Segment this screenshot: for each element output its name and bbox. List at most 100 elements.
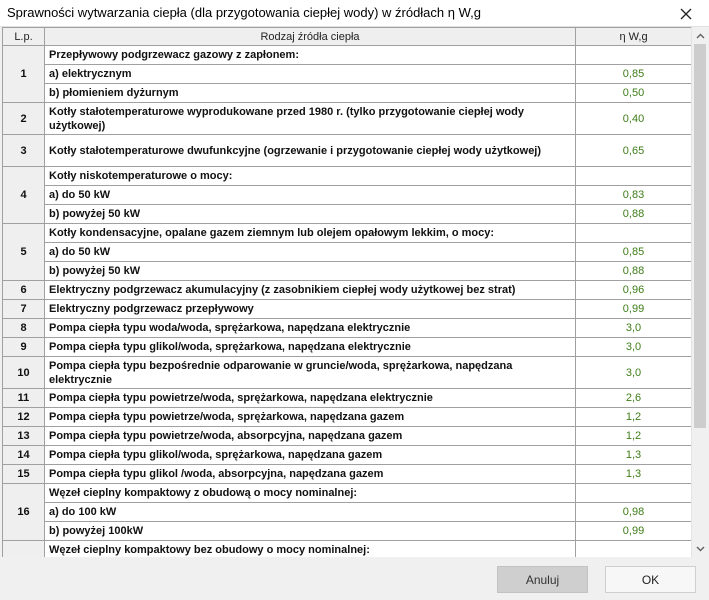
chevron-up-icon	[696, 33, 704, 38]
table-row[interactable]: b) powyżej 50 kW 0,88	[3, 261, 691, 281]
table-row[interactable]: Węzeł cieplny kompaktowy bez obudowy o m…	[2, 540, 691, 557]
table-row[interactable]: 13 Pompa ciepła typu powietrze/woda, abso…	[2, 426, 691, 446]
efficiency-value-cell[interactable]: 0,99	[575, 299, 691, 319]
cancel-button[interactable]: Anuluj	[497, 566, 588, 593]
close-icon	[680, 8, 692, 19]
heat-source-cell: Pompa ciepła typu powietrze/woda, absorp…	[44, 426, 576, 446]
table-row[interactable]: 10 Pompa ciepła typu bezpośrednie odparow…	[2, 356, 691, 389]
efficiency-value-cell[interactable]	[575, 540, 691, 557]
heat-source-cell: Pompa ciepła typu powietrze/woda, spręża…	[44, 388, 576, 408]
column-header-lp[interactable]: L.p.	[2, 27, 45, 46]
table-row[interactable]: 5 Kotły kondensacyjne, opalane gazem ziem…	[2, 223, 691, 281]
heat-source-cell: Kotły stałotemperaturowe wyprodukowane p…	[44, 102, 576, 135]
data-grid[interactable]: L.p. Rodzaj źródła ciepła η W,g 1 Przepły…	[2, 27, 691, 557]
efficiency-value-cell[interactable]: 0,85	[575, 64, 691, 84]
column-header-source[interactable]: Rodzaj źródła ciepła	[44, 27, 576, 46]
heat-source-cell: Elektryczny podgrzewacz przepływowy	[44, 299, 576, 319]
heat-source-cell: Kotły stałotemperaturowe dwufunkcyjne (o…	[44, 134, 576, 167]
efficiency-value-cell[interactable]: 0,85	[575, 242, 691, 262]
row-number-cell: 14	[2, 445, 45, 465]
table-row[interactable]: 4 Kotły niskotemperaturowe o mocy:	[2, 166, 691, 224]
efficiency-value-cell[interactable]: 0,98	[575, 502, 691, 522]
heat-source-cell: Pompa ciepła typu woda/woda, sprężarkowa…	[44, 318, 576, 338]
scrollbar-thumb[interactable]	[694, 44, 706, 428]
table-row[interactable]: 15 Pompa ciepła typu glikol /woda, absorp…	[2, 464, 691, 484]
table-row[interactable]: 14 Pompa ciepła typu glikol/woda, sprężar…	[2, 445, 691, 465]
sub-option-cell: b) powyżej 50 kW	[44, 261, 576, 281]
table-row[interactable]: b) płomieniem dyżurnym 0,50	[3, 83, 691, 103]
row-number-cell: 8	[2, 318, 45, 338]
row-number-cell: 1	[2, 45, 45, 103]
vertical-scrollbar[interactable]	[691, 27, 708, 557]
scroll-up-button[interactable]	[692, 27, 708, 44]
table-row[interactable]: 6 Elektryczny podgrzewacz akumulacyjny (z…	[2, 280, 691, 300]
row-number-cell	[2, 540, 45, 557]
heat-source-cell: Pompa ciepła typu powietrze/woda, spręża…	[44, 407, 576, 427]
efficiency-value-cell[interactable]: 0,65	[575, 134, 691, 167]
efficiency-value-cell[interactable]: 3,0	[575, 356, 691, 389]
table-row[interactable]: 16 Węzeł cieplny kompaktowy z obudową o m…	[2, 483, 691, 541]
row-number-cell: 16	[2, 483, 45, 541]
efficiency-table: L.p. Rodzaj źródła ciepła η W,g 1 Przepły…	[2, 27, 691, 557]
title-bar: Sprawności wytwarzania ciepła (dla przyg…	[0, 0, 709, 27]
efficiency-value-cell[interactable]: 0,83	[575, 185, 691, 205]
efficiency-value-cell[interactable]: 1,2	[575, 407, 691, 427]
efficiency-value-cell[interactable]: 0,40	[575, 102, 691, 135]
scroll-down-button[interactable]	[692, 540, 708, 557]
efficiency-value-cell[interactable]: 1,2	[575, 426, 691, 446]
sub-option-cell: a) elektrycznym	[44, 64, 576, 84]
row-number-cell: 5	[2, 223, 45, 281]
table-row[interactable]: 7 Elektryczny podgrzewacz przepływowy 0,99	[2, 299, 691, 319]
efficiency-value-cell[interactable]: 0,50	[575, 83, 691, 103]
heat-source-cell: Pompa ciepła typu bezpośrednie odparowan…	[44, 356, 576, 389]
heat-source-cell: Pompa ciepła typu glikol/woda, sprężarko…	[44, 337, 576, 357]
row-number-cell: 15	[2, 464, 45, 484]
table-row[interactable]: b) powyżej 50 kW 0,88	[3, 204, 691, 224]
sub-option-cell: b) płomieniem dyżurnym	[44, 83, 576, 103]
chevron-down-icon	[696, 546, 704, 551]
efficiency-value-cell[interactable]	[575, 223, 691, 243]
table-row[interactable]: 11 Pompa ciepła typu powietrze/woda, sprę…	[2, 388, 691, 408]
column-header-eta[interactable]: η W,g	[575, 27, 691, 46]
efficiency-value-cell[interactable]: 3,0	[575, 337, 691, 357]
efficiency-value-cell[interactable]: 1,3	[575, 445, 691, 465]
heat-source-cell: Kotły niskotemperaturowe o mocy:	[44, 166, 576, 186]
table-row[interactable]: 3 Kotły stałotemperaturowe dwufunkcyjne (…	[2, 134, 691, 167]
table-row[interactable]: a) do 50 kW 0,83	[3, 185, 691, 205]
table-row[interactable]: 1 Przepływowy podgrzewacz gazowy z zapłon…	[2, 45, 691, 103]
row-number-cell: 2	[2, 102, 45, 135]
efficiency-value-cell[interactable]	[575, 45, 691, 65]
table-row[interactable]: a) do 100 kW 0,98	[3, 502, 691, 522]
heat-source-cell: Węzeł cieplny kompaktowy z obudową o moc…	[44, 483, 576, 503]
close-button[interactable]	[663, 0, 709, 27]
heat-source-cell: Kotły kondensacyjne, opalane gazem ziemn…	[44, 223, 576, 243]
sub-option-cell: a) do 50 kW	[44, 242, 576, 262]
row-number-cell: 9	[2, 337, 45, 357]
heat-source-cell: Przepływowy podgrzewacz gazowy z zapłone…	[44, 45, 576, 65]
efficiency-value-cell[interactable]: 1,3	[575, 464, 691, 484]
efficiency-value-cell[interactable]	[575, 166, 691, 186]
window-title: Sprawności wytwarzania ciepła (dla przyg…	[7, 5, 481, 20]
table-row[interactable]: a) elektrycznym 0,85	[3, 64, 691, 84]
table-row[interactable]: 12 Pompa ciepła typu powietrze/woda, sprę…	[2, 407, 691, 427]
table-row[interactable]: 8 Pompa ciepła typu woda/woda, sprężarkow…	[2, 318, 691, 338]
row-number-cell: 4	[2, 166, 45, 224]
heat-source-cell: Elektryczny podgrzewacz akumulacyjny (z …	[44, 280, 576, 300]
row-number-cell: 7	[2, 299, 45, 319]
efficiency-value-cell[interactable]: 0,88	[575, 261, 691, 281]
efficiency-value-cell[interactable]: 0,99	[575, 521, 691, 541]
table-row[interactable]: a) do 50 kW 0,85	[3, 242, 691, 262]
header-row: L.p. Rodzaj źródła ciepła η W,g	[2, 27, 691, 46]
heat-source-cell: Pompa ciepła typu glikol/woda, sprężarko…	[44, 445, 576, 465]
efficiency-value-cell[interactable]: 2,6	[575, 388, 691, 408]
table-row[interactable]: b) powyżej 100kW 0,99	[3, 521, 691, 541]
table-row[interactable]: 2 Kotły stałotemperaturowe wyprodukowane …	[2, 102, 691, 135]
efficiency-value-cell[interactable]: 0,96	[575, 280, 691, 300]
efficiency-value-cell[interactable]: 3,0	[575, 318, 691, 338]
table-row[interactable]: 9 Pompa ciepła typu glikol/woda, sprężark…	[2, 337, 691, 357]
dialog-footer: Anuluj OK	[0, 557, 709, 600]
efficiency-value-cell[interactable]	[575, 483, 691, 503]
row-number-cell: 13	[2, 426, 45, 446]
efficiency-value-cell[interactable]: 0,88	[575, 204, 691, 224]
ok-button[interactable]: OK	[605, 566, 696, 593]
